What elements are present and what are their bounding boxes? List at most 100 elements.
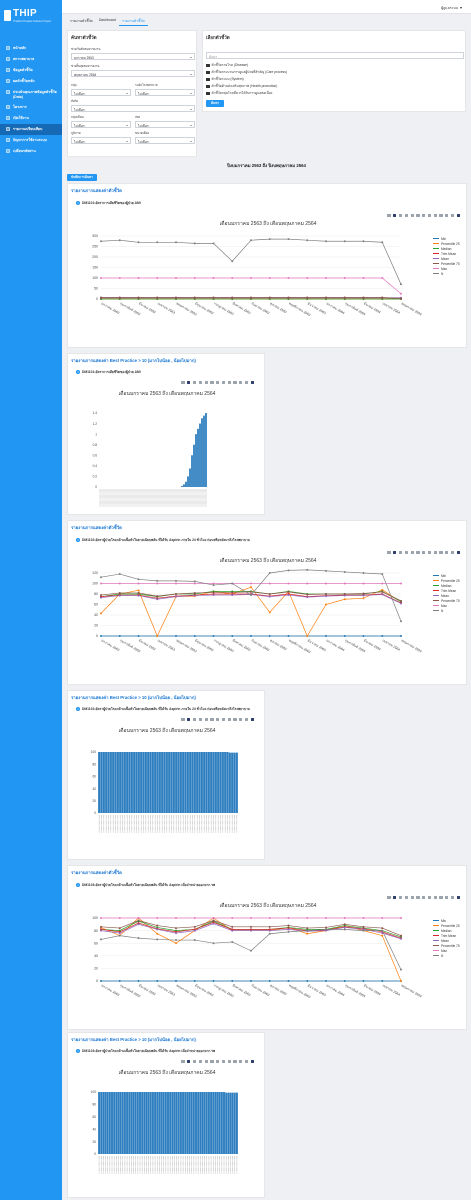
reset-icon[interactable]	[227, 381, 231, 385]
select-icon[interactable]	[198, 1060, 202, 1064]
hover-compare-icon[interactable]	[245, 381, 249, 385]
plotly-logo-icon[interactable]	[456, 551, 460, 555]
tree-item-care-process[interactable]: ตัวชี้วัดกระบวนการดูแลผู้ป่วยที่สำคัญ (C…	[206, 70, 287, 75]
legend-item[interactable]: Percentile 75	[433, 943, 460, 948]
autoscale-icon[interactable]	[221, 718, 226, 722]
zoom-in-icon[interactable]	[210, 381, 214, 385]
select-icon[interactable]	[198, 381, 202, 385]
lasso-icon[interactable]	[204, 1060, 208, 1064]
sidebar-item-help[interactable]: ปัญหาการใช้งานระบบ	[0, 135, 62, 146]
sidebar-item-database[interactable]: ข้อมูลตัวชี้วัด	[0, 65, 62, 76]
spike-icon[interactable]	[439, 214, 443, 218]
tree-item-system[interactable]: ตัวชี้วัดระบบ (System)	[206, 77, 244, 82]
affiliation-select[interactable]: ไม่เลือก	[71, 105, 195, 112]
pan-icon[interactable]	[399, 896, 403, 900]
bed-size-select[interactable]: ไม่เลือก	[135, 137, 195, 144]
reset-icon[interactable]	[433, 896, 437, 900]
pan-icon[interactable]	[193, 381, 197, 385]
spike-icon[interactable]	[233, 381, 237, 385]
zoom-in-icon[interactable]	[210, 1060, 214, 1064]
reset-icon[interactable]	[227, 718, 231, 722]
hover-closest-icon[interactable]	[445, 214, 449, 218]
camera-icon[interactable]	[387, 214, 391, 218]
tree-item-disease[interactable]: ตัวชี้วัดรายโรค (Disease)	[206, 63, 248, 68]
autoscale-icon[interactable]	[427, 214, 432, 218]
zone-select[interactable]: ไม่เลือก	[135, 121, 195, 128]
zoom-in-icon[interactable]	[416, 551, 420, 555]
select-icon[interactable]	[198, 718, 202, 722]
zoom-in-icon[interactable]	[416, 214, 420, 218]
reset-icon[interactable]	[433, 214, 437, 218]
spike-icon[interactable]	[439, 551, 443, 555]
spike-icon[interactable]	[233, 1060, 237, 1064]
plotly-logo-icon[interactable]	[456, 214, 460, 218]
legend-item[interactable]: Percentile 25	[433, 578, 460, 583]
tab-dashboard[interactable]: Dashboard	[98, 17, 116, 22]
sidebar-item-folder[interactable]: โครงการ	[0, 102, 62, 113]
pan-icon[interactable]	[193, 1060, 197, 1064]
legend-item[interactable]: Percentile 75	[433, 261, 460, 266]
lasso-icon[interactable]	[204, 718, 208, 722]
hover-compare-icon[interactable]	[451, 551, 455, 555]
hover-compare-icon[interactable]	[245, 1060, 249, 1064]
autoscale-icon[interactable]	[427, 896, 432, 900]
select-icon[interactable]	[404, 214, 408, 218]
sidebar-item-hospital[interactable]: สถานพยาบาล	[0, 54, 62, 65]
logo[interactable]: THIP Thailand Hospital Indicator Project	[4, 9, 51, 23]
tab-indicator-report[interactable]: รายงานตัวชี้วัด	[70, 18, 93, 23]
user-menu[interactable]: ผู้ดูแลระบบ	[441, 5, 462, 11]
legend-item[interactable]: Trim Mean	[433, 588, 460, 593]
zoom-out-icon[interactable]	[422, 214, 426, 218]
plotly-logo-icon[interactable]	[250, 1060, 254, 1064]
select-icon[interactable]	[404, 896, 408, 900]
tree-item-health-promotion[interactable]: ตัวชี้วัดด้านส่งเสริมสุขภาพ (Health prom…	[206, 84, 277, 89]
hover-closest-icon[interactable]	[445, 551, 449, 555]
hover-compare-icon[interactable]	[451, 214, 455, 218]
spike-icon[interactable]	[233, 718, 237, 722]
legend-item[interactable]: Mean	[433, 938, 460, 943]
legend-item[interactable]: N	[433, 953, 460, 958]
camera-icon[interactable]	[181, 381, 185, 385]
legend-item[interactable]: Mean	[433, 256, 460, 261]
camera-icon[interactable]	[387, 896, 391, 900]
legend-item[interactable]: Max	[433, 948, 460, 953]
pan-icon[interactable]	[399, 214, 403, 218]
plotly-logo-icon[interactable]	[456, 896, 460, 900]
tree-item-continuing-care[interactable]: ตัวชี้วัดกลุ่มโรคที่ควรได้รับการดูแลต่อเ…	[206, 91, 272, 96]
hover-closest-icon[interactable]	[239, 1060, 243, 1064]
hover-closest-icon[interactable]	[239, 381, 243, 385]
pan-icon[interactable]	[193, 718, 197, 722]
sidebar-item-home[interactable]: หน้าหลัก	[0, 43, 62, 54]
legend-item[interactable]: N	[433, 271, 460, 276]
legend-item[interactable]: Min	[433, 236, 460, 241]
autoscale-icon[interactable]	[427, 551, 432, 555]
hover-compare-icon[interactable]	[451, 896, 455, 900]
pan-icon[interactable]	[399, 551, 403, 555]
zoom-out-icon[interactable]	[216, 718, 220, 722]
zoom-out-icon[interactable]	[422, 896, 426, 900]
region-select[interactable]: ไม่เลือก	[71, 137, 131, 144]
zoom-icon[interactable]	[187, 381, 191, 385]
camera-icon[interactable]	[181, 1060, 185, 1064]
zoom-in-icon[interactable]	[416, 896, 420, 900]
legend-item[interactable]: Percentile 25	[433, 241, 460, 246]
zoom-out-icon[interactable]	[422, 551, 426, 555]
legend-item[interactable]: Median	[433, 246, 460, 251]
legend-item[interactable]: Min	[433, 918, 460, 923]
reset-icon[interactable]	[433, 551, 437, 555]
zoom-icon[interactable]	[393, 214, 397, 218]
group-select[interactable]: ไม่เลือก	[71, 89, 131, 96]
lasso-icon[interactable]	[410, 551, 414, 555]
hover-closest-icon[interactable]	[239, 718, 243, 722]
sidebar-item-chart[interactable]: ผลตัวชี้วัดหลัก	[0, 76, 62, 87]
start-period-select[interactable]: มกราคม 2563	[71, 53, 195, 60]
hospital-level-select[interactable]: ไม่เลือก	[135, 89, 195, 96]
autoscale-icon[interactable]	[221, 381, 226, 385]
reset-icon[interactable]	[227, 1060, 231, 1064]
legend-item[interactable]: Percentile 25	[433, 923, 460, 928]
legend-item[interactable]: Max	[433, 603, 460, 608]
search-button[interactable]: ค้นหา	[206, 100, 224, 107]
autoscale-icon[interactable]	[221, 1060, 226, 1064]
select-icon[interactable]	[404, 551, 408, 555]
legend-item[interactable]: Percentile 75	[433, 598, 460, 603]
